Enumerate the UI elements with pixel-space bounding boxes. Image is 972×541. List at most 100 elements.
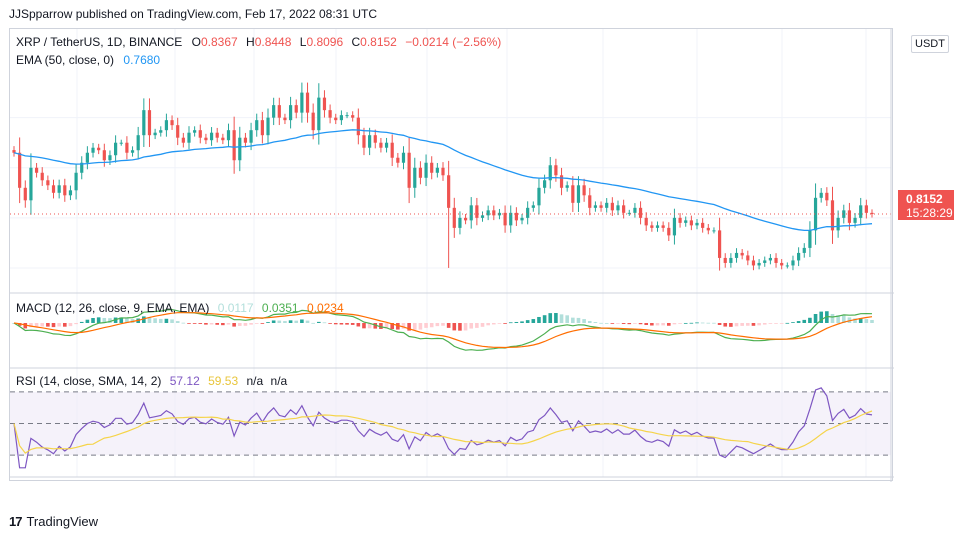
candle bbox=[751, 255, 756, 271]
macd-histogram-bar bbox=[599, 322, 603, 324]
macd-histogram-bar bbox=[254, 323, 259, 324]
candle bbox=[430, 156, 434, 180]
macd-histogram-bar bbox=[582, 319, 586, 323]
macd-histogram-bar bbox=[779, 323, 784, 324]
macd-histogram-bar bbox=[475, 323, 479, 328]
macd-histogram-bar bbox=[762, 323, 767, 325]
candle bbox=[305, 82, 310, 123]
macd-histogram-bar bbox=[164, 318, 169, 323]
legend-symbol: XRP / TetherUS, 1D, BINANCE bbox=[16, 35, 182, 49]
macd-histogram-bar bbox=[170, 319, 174, 323]
macd-histogram-bar bbox=[328, 323, 332, 324]
candle bbox=[480, 211, 485, 222]
macd-histogram-bar bbox=[706, 322, 711, 324]
candle bbox=[830, 186, 835, 244]
candle bbox=[356, 108, 360, 145]
candle bbox=[351, 111, 355, 122]
macd-histogram-bar bbox=[672, 323, 677, 325]
candle bbox=[164, 113, 169, 137]
chart-canvas[interactable]: Oct18Nov15Dec15202217Feb150.60000.80001.… bbox=[10, 29, 939, 499]
macd-histogram-bar bbox=[712, 322, 716, 324]
macd-histogram-bar bbox=[830, 313, 835, 323]
candle bbox=[588, 187, 592, 216]
candle bbox=[193, 126, 197, 137]
candle bbox=[260, 111, 264, 144]
candle bbox=[266, 108, 270, 145]
macd-histogram-bar bbox=[192, 323, 197, 324]
macd-histogram-bar bbox=[221, 323, 225, 326]
macd-histogram-bar bbox=[187, 323, 191, 324]
candle bbox=[334, 113, 338, 125]
macd-histogram-bar bbox=[492, 323, 496, 325]
macd-histogram-bar bbox=[774, 323, 778, 324]
macd-histogram-bar bbox=[729, 323, 733, 327]
candle bbox=[424, 154, 428, 187]
macd-histogram-bar bbox=[565, 315, 569, 323]
candle bbox=[492, 205, 496, 221]
candle bbox=[362, 127, 366, 156]
candle bbox=[791, 255, 795, 271]
macd-histogram-bar bbox=[356, 323, 361, 327]
candle bbox=[605, 198, 609, 213]
candle bbox=[509, 205, 513, 233]
candle bbox=[486, 205, 490, 221]
candle bbox=[435, 162, 439, 178]
candle bbox=[85, 146, 89, 170]
candle bbox=[114, 135, 118, 163]
candle bbox=[695, 218, 699, 230]
candle bbox=[514, 207, 518, 226]
footer[interactable]: 17 TradingView bbox=[9, 514, 98, 529]
candle bbox=[277, 97, 281, 126]
macd-histogram-bar bbox=[283, 321, 287, 323]
candle bbox=[717, 217, 722, 271]
macd-histogram-bar bbox=[644, 323, 649, 325]
macd-histogram-bar bbox=[51, 323, 56, 328]
macd-histogram-bar bbox=[559, 314, 564, 323]
candle bbox=[780, 259, 784, 270]
macd-histogram-bar bbox=[277, 320, 282, 323]
macd-histogram-bar bbox=[102, 317, 107, 323]
candle bbox=[475, 197, 479, 226]
macd-histogram-bar bbox=[362, 323, 366, 329]
macd-histogram-bar bbox=[627, 323, 632, 325]
macd-histogram-bar bbox=[266, 322, 270, 323]
macd-signal-value: 0.0234 bbox=[307, 301, 344, 315]
candle bbox=[142, 98, 146, 147]
candle bbox=[526, 201, 530, 225]
candle bbox=[638, 201, 643, 225]
candle bbox=[599, 201, 603, 212]
candle bbox=[763, 256, 767, 267]
candle bbox=[661, 221, 665, 232]
price-pane bbox=[10, 82, 891, 271]
candle bbox=[723, 253, 727, 268]
macd-histogram-bar bbox=[294, 320, 299, 323]
candle bbox=[125, 136, 129, 160]
macd-histogram-bar bbox=[746, 323, 750, 326]
legend-macd: MACD (12, 26, close, 9, EMA, EMA) 0.0117… bbox=[16, 301, 344, 315]
macd-histogram-bar bbox=[446, 323, 451, 328]
candle bbox=[864, 199, 868, 219]
candle bbox=[633, 203, 637, 218]
candle bbox=[537, 178, 541, 215]
candle bbox=[520, 213, 524, 225]
chart-frame[interactable]: Oct18Nov15Dec15202217Feb150.60000.80001.… bbox=[9, 28, 954, 499]
candle bbox=[819, 188, 823, 203]
macd-histogram-bar bbox=[593, 322, 598, 323]
candle bbox=[34, 162, 39, 178]
macd-histogram-bar bbox=[678, 323, 682, 324]
candle bbox=[650, 221, 654, 232]
candle bbox=[655, 221, 660, 232]
macd-histogram-bar bbox=[34, 323, 39, 327]
candle bbox=[396, 152, 400, 168]
macd-histogram-bar bbox=[153, 318, 157, 323]
candle bbox=[221, 133, 225, 145]
macd-histogram-bar bbox=[125, 318, 129, 323]
macd-histogram-bar bbox=[23, 323, 28, 329]
currency-button[interactable]: USDT bbox=[911, 35, 949, 53]
candle bbox=[390, 134, 394, 167]
candle bbox=[802, 243, 806, 258]
candle bbox=[644, 212, 648, 232]
macd-histogram-bar bbox=[791, 322, 795, 323]
candle bbox=[627, 209, 631, 216]
candle bbox=[339, 110, 343, 125]
